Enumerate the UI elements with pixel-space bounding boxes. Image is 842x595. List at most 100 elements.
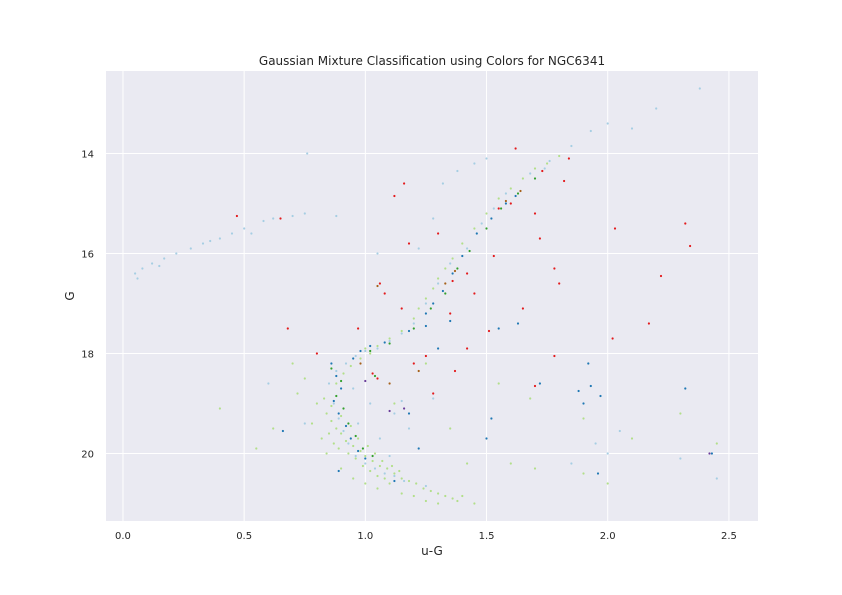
- data-point: [296, 392, 299, 395]
- data-point: [393, 412, 396, 415]
- data-point: [432, 217, 435, 220]
- data-point: [364, 349, 367, 353]
- data-point: [369, 352, 372, 355]
- data-point: [330, 367, 333, 370]
- data-point: [163, 257, 166, 260]
- data-point: [388, 337, 391, 340]
- data-point: [400, 477, 403, 480]
- data-point: [291, 214, 294, 218]
- data-point: [570, 144, 573, 148]
- data-point: [354, 454, 357, 458]
- data-point: [473, 227, 476, 230]
- data-point: [485, 437, 488, 440]
- data-point: [332, 442, 335, 445]
- data-point: [361, 447, 364, 450]
- data-point: [315, 352, 318, 355]
- data-point: [412, 494, 415, 498]
- data-point: [243, 227, 246, 230]
- data-point: [679, 457, 682, 460]
- data-point: [325, 452, 328, 455]
- data-point: [310, 422, 314, 425]
- data-point: [424, 499, 427, 503]
- data-point: [327, 382, 331, 385]
- data-point: [509, 202, 512, 205]
- data-point: [403, 182, 406, 185]
- data-point: [444, 282, 447, 285]
- data-point: [344, 362, 348, 365]
- data-point: [335, 382, 338, 385]
- data-point: [437, 232, 440, 235]
- data-point: [400, 329, 403, 333]
- data-point: [466, 272, 469, 275]
- data-point: [364, 347, 367, 350]
- data-point: [325, 412, 328, 415]
- data-point: [357, 327, 360, 330]
- data-point: [376, 474, 379, 478]
- data-point: [344, 424, 348, 428]
- x-tick-label: 0.0: [115, 531, 131, 542]
- data-point: [451, 272, 454, 275]
- data-point: [698, 87, 701, 90]
- data-point: [342, 429, 345, 433]
- data-point: [473, 292, 476, 295]
- data-point: [461, 494, 464, 498]
- data-point: [349, 364, 352, 368]
- data-point: [461, 242, 464, 245]
- data-point: [466, 247, 469, 250]
- data-point: [303, 212, 306, 215]
- data-point: [388, 409, 391, 413]
- data-point: [347, 442, 350, 445]
- data-point: [332, 399, 335, 403]
- x-axis-label: u-G: [421, 544, 443, 558]
- data-point: [337, 412, 340, 415]
- data-point: [563, 179, 566, 183]
- data-point: [364, 454, 367, 458]
- data-point: [533, 167, 537, 170]
- data-point: [424, 362, 427, 365]
- data-point: [371, 372, 374, 375]
- data-point: [570, 462, 573, 465]
- data-point: [352, 387, 355, 390]
- data-point: [490, 217, 493, 220]
- data-point: [412, 327, 415, 330]
- data-point: [453, 369, 457, 373]
- data-point: [369, 349, 372, 353]
- data-point: [376, 347, 379, 350]
- data-point: [415, 482, 418, 485]
- data-point: [533, 177, 537, 180]
- data-point: [407, 427, 411, 430]
- data-point: [303, 422, 306, 425]
- data-point: [516, 322, 520, 325]
- data-point: [272, 217, 275, 220]
- data-point: [369, 469, 372, 473]
- data-point: [485, 157, 488, 160]
- data-point: [432, 392, 435, 395]
- data-point: [323, 397, 326, 400]
- data-point: [354, 457, 357, 460]
- data-point: [417, 307, 420, 310]
- data-point: [357, 437, 360, 440]
- data-point: [599, 394, 602, 398]
- data-point: [533, 212, 537, 215]
- x-tick-label: 1.0: [357, 531, 373, 542]
- data-point: [630, 127, 634, 130]
- data-point: [497, 327, 500, 330]
- data-point: [373, 374, 377, 378]
- data-point: [383, 477, 386, 480]
- data-point: [407, 479, 411, 483]
- data-point: [533, 467, 537, 470]
- data-point: [364, 379, 367, 383]
- data-point: [364, 462, 367, 465]
- y-tick-label: 18: [81, 350, 94, 361]
- data-point: [340, 414, 343, 418]
- data-point: [218, 237, 221, 240]
- data-point: [330, 404, 333, 408]
- data-point: [158, 264, 161, 268]
- data-point: [475, 232, 478, 235]
- data-point: [424, 324, 427, 328]
- data-point: [393, 402, 396, 405]
- data-point: [340, 432, 343, 435]
- data-point: [449, 427, 452, 430]
- data-point: [352, 357, 355, 360]
- data-point: [286, 327, 289, 330]
